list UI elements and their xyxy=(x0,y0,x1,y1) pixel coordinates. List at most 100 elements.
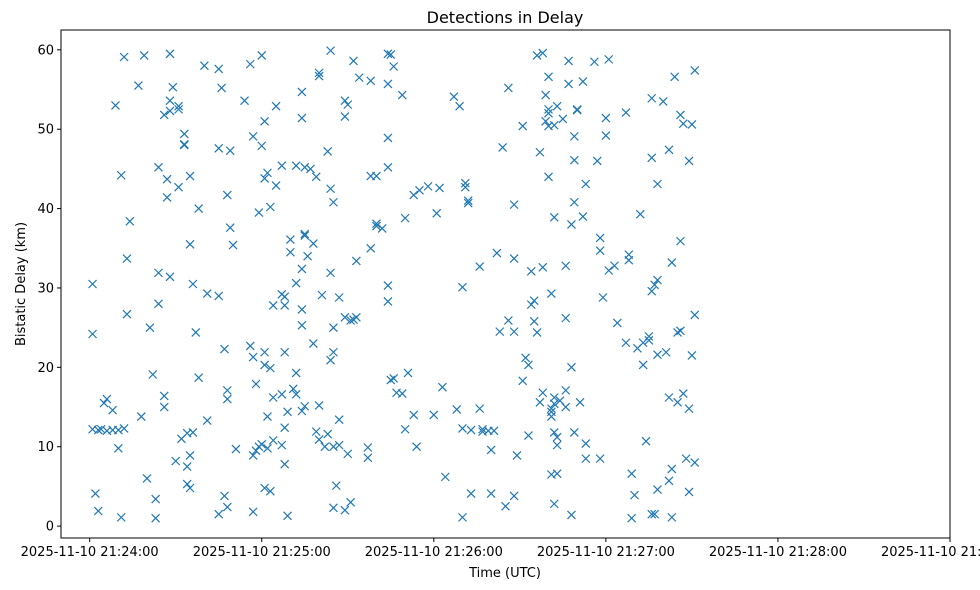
data-point xyxy=(171,456,181,466)
data-point xyxy=(194,373,204,383)
data-point xyxy=(544,72,553,82)
data-point xyxy=(592,156,602,166)
data-point xyxy=(334,293,344,302)
data-point xyxy=(653,275,662,285)
data-point xyxy=(139,50,149,60)
data-point xyxy=(478,424,487,434)
data-point xyxy=(595,454,605,464)
x-tick-label: 2025-11-10 21:26:00 xyxy=(365,545,503,560)
data-point xyxy=(306,164,315,174)
data-point xyxy=(90,489,100,498)
data-point xyxy=(280,292,290,302)
data-point xyxy=(340,112,350,121)
data-point xyxy=(521,353,530,363)
data-point xyxy=(604,54,614,64)
data-point xyxy=(308,339,318,348)
data-point xyxy=(280,459,290,469)
data-point xyxy=(248,507,258,517)
data-point xyxy=(569,131,579,141)
data-point xyxy=(179,140,189,150)
data-point xyxy=(529,316,539,326)
data-point xyxy=(676,236,685,246)
data-point xyxy=(377,224,387,233)
data-point xyxy=(538,262,548,272)
data-point xyxy=(549,393,559,402)
data-point xyxy=(383,281,393,291)
data-point xyxy=(202,416,212,425)
data-point xyxy=(225,146,235,156)
data-point xyxy=(389,374,399,383)
data-point xyxy=(188,428,198,437)
data-point xyxy=(265,486,275,496)
data-point xyxy=(647,153,657,163)
data-point xyxy=(463,196,473,206)
data-point xyxy=(561,261,571,271)
data-point xyxy=(366,243,376,253)
data-point xyxy=(222,385,232,395)
data-point xyxy=(532,50,542,60)
data-point xyxy=(475,404,485,414)
data-point xyxy=(372,221,381,231)
data-point xyxy=(621,108,631,117)
data-point xyxy=(329,442,338,452)
data-point xyxy=(541,116,551,126)
data-point xyxy=(509,491,519,501)
data-point xyxy=(678,389,688,398)
data-point xyxy=(285,235,295,244)
data-point xyxy=(214,64,224,74)
data-point xyxy=(673,397,682,407)
data-point xyxy=(93,425,103,435)
data-point xyxy=(383,49,393,59)
data-point xyxy=(220,344,229,354)
data-point xyxy=(125,216,135,226)
data-point xyxy=(544,172,553,182)
data-point xyxy=(676,110,685,120)
data-point xyxy=(598,293,608,302)
data-point xyxy=(690,310,700,320)
data-point xyxy=(122,309,132,319)
data-point xyxy=(641,436,651,446)
data-point xyxy=(162,193,172,202)
data-point xyxy=(653,485,662,495)
data-point xyxy=(440,472,450,482)
data-point xyxy=(690,66,700,75)
data-point xyxy=(541,90,551,100)
data-point xyxy=(638,360,648,370)
data-point xyxy=(280,423,290,433)
data-point xyxy=(518,376,528,386)
data-point xyxy=(535,397,545,407)
data-point xyxy=(245,341,255,351)
data-point xyxy=(495,327,505,337)
data-point xyxy=(595,233,605,243)
data-point xyxy=(311,427,321,437)
data-point xyxy=(363,453,373,463)
data-point xyxy=(329,197,338,207)
data-point xyxy=(260,483,270,493)
data-point xyxy=(509,254,519,264)
y-tick-label: 10 xyxy=(37,440,54,455)
data-point xyxy=(263,443,272,453)
data-point xyxy=(512,451,522,460)
data-point xyxy=(564,79,574,89)
data-point xyxy=(159,391,169,401)
data-point xyxy=(569,197,579,207)
data-point xyxy=(455,101,465,111)
data-point xyxy=(664,476,674,486)
data-point xyxy=(690,458,700,468)
data-point xyxy=(151,494,161,504)
data-point xyxy=(326,184,335,194)
data-point xyxy=(635,209,645,219)
data-point xyxy=(415,185,424,195)
data-point xyxy=(529,296,539,306)
data-point xyxy=(283,511,292,521)
chart-title: Detections in Delay xyxy=(427,8,584,27)
data-point xyxy=(486,489,496,498)
data-point xyxy=(492,248,502,258)
data-point xyxy=(277,440,287,450)
data-point xyxy=(354,73,364,83)
data-point xyxy=(466,425,476,435)
y-tick-label: 20 xyxy=(37,361,54,376)
data-point xyxy=(185,171,195,181)
x-tick-label: 2025-11-10 21:27:00 xyxy=(537,545,675,560)
data-point xyxy=(538,388,548,398)
